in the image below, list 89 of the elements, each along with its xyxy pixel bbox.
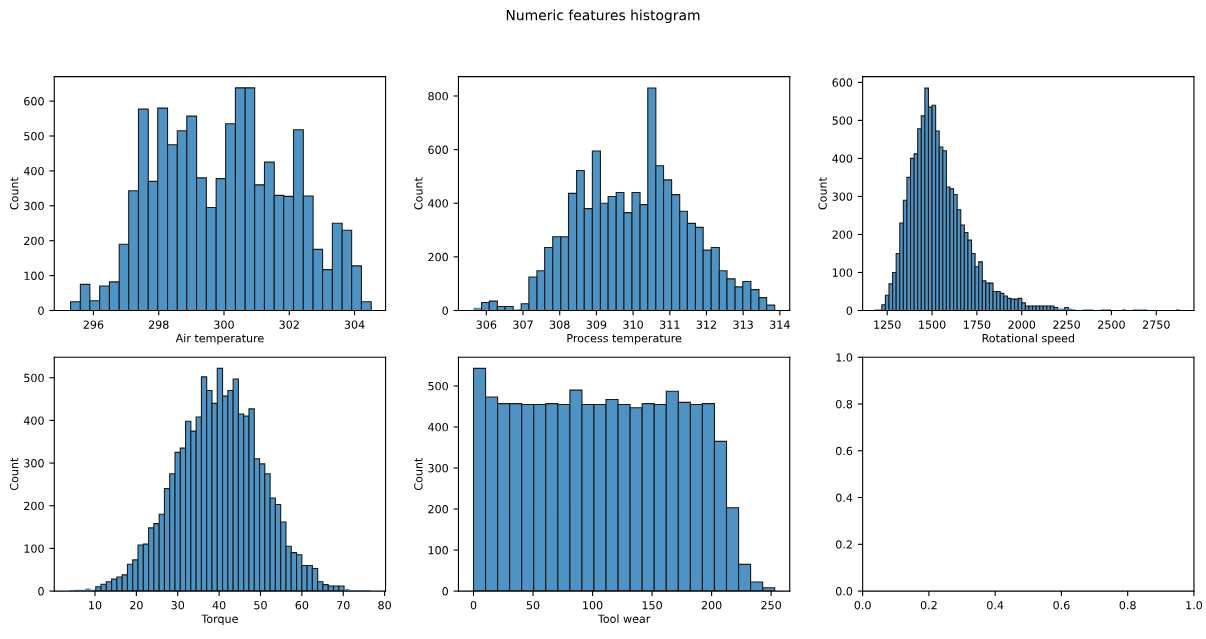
x-tick-label: 0.8 [1119,600,1136,610]
y-axis-title: Count [414,177,423,210]
y-tick-label: 500 [832,116,853,125]
x-tick-label: 296 [83,320,104,329]
x-axis-title: Air temperature [175,333,264,345]
y-tick-label: 0.8 [835,400,853,409]
x-tick-label: 310 [623,320,643,329]
x-tick-label: 100 [583,600,603,610]
x-tick-label: 60 [295,600,309,610]
x-tick-label: 0 [470,600,477,610]
x-tick-label: 0.4 [987,600,1004,610]
x-tick-label: 2500 [1098,320,1125,329]
x-tick-label: 314 [770,320,790,329]
y-tick-label: 0 [38,587,44,596]
x-tick-label: 40 [212,600,226,610]
x-tick-label: 0.2 [920,600,937,610]
y-tick-label: 200 [428,505,448,514]
y-tick-label: 500 [24,131,44,141]
x-tick-label: 2750 [1142,320,1170,329]
y-tick-label: 0 [38,306,44,315]
y-tick-label: 800 [428,91,448,101]
y-tick-label: 100 [24,271,44,280]
x-tick-label: 80 [378,600,391,610]
x-tick-label: 309 [586,320,607,329]
y-tick-label: 400 [23,416,44,425]
y-tick-label: 300 [832,192,853,201]
y-tick-label: 300 [24,459,44,468]
y-tick-label: 500 [428,381,448,391]
y-tick-label: 600 [24,97,44,106]
x-tick-label: 1.0 [1186,600,1203,610]
y-tick-label: 200 [24,236,44,246]
y-tick-label: 0 [442,306,448,315]
y-tick-label: 200 [24,501,44,511]
x-tick-label: 10 [89,600,102,610]
x-axis-title: Tool wear [597,614,651,623]
x-tick-label: 298 [148,320,169,329]
y-tick-label: 600 [428,145,448,154]
y-axis-title: Count [10,457,19,491]
x-tick-label: 0.6 [1053,600,1070,610]
x-tick-label: 2250 [1053,320,1080,329]
chart-title: Numeric features histogram [506,9,700,24]
x-tick-label: 307 [513,320,533,329]
y-tick-label: 600 [832,78,853,87]
y-tick-label: 0 [442,587,448,596]
x-axis-title: Rotational speed [982,333,1075,345]
x-tick-label: 50 [254,600,267,610]
x-tick-label: 2000 [1008,320,1036,329]
x-tick-label: 302 [279,320,299,329]
y-tick-label: 100 [832,268,853,277]
y-axis-title: Count [818,177,827,210]
y-tick-label: 0.2 [835,540,852,549]
x-tick-label: 30 [171,600,185,610]
y-tick-label: 100 [428,546,448,555]
x-tick-label: 312 [696,320,716,329]
x-tick-label: 150 [642,600,662,610]
x-tick-label: 1750 [963,320,991,329]
y-tick-label: 0 [846,306,853,315]
x-tick-label: 70 [337,600,350,610]
x-tick-label: 50 [526,600,540,610]
y-tick-label: 200 [832,230,853,239]
x-tick-label: 308 [549,320,570,329]
y-tick-label: 0.4 [835,493,853,502]
x-tick-label: 313 [733,320,753,329]
x-tick-label: 1500 [919,320,946,329]
y-tick-label: 100 [24,544,44,553]
y-tick-label: 400 [428,199,448,208]
x-tick-label: 304 [344,320,365,329]
y-tick-label: 0.6 [835,446,853,456]
x-tick-label: 311 [660,320,680,329]
y-tick-label: 200 [428,252,448,262]
y-tick-label: 300 [428,463,448,473]
y-axis-title: Count [414,457,423,491]
x-tick-label: 20 [130,600,143,610]
y-axis-title: Count [10,177,19,210]
x-tick-label: 1250 [874,320,901,329]
y-tick-label: 500 [24,373,44,383]
x-axis-title: Torque [201,614,238,626]
y-tick-label: 1.0 [836,353,853,362]
y-tick-label: 0.0 [835,587,853,596]
x-tick-label: 300 [214,320,234,329]
x-axis-title: Process temperature [567,334,682,345]
y-tick-label: 400 [428,422,448,432]
x-tick-label: 306 [476,320,497,329]
y-tick-label: 400 [832,154,853,163]
y-tick-label: 400 [23,166,44,176]
x-tick-label: 200 [701,600,722,610]
y-tick-label: 300 [24,201,44,211]
x-tick-label: 0.0 [854,600,871,610]
x-tick-label: 250 [761,600,781,610]
